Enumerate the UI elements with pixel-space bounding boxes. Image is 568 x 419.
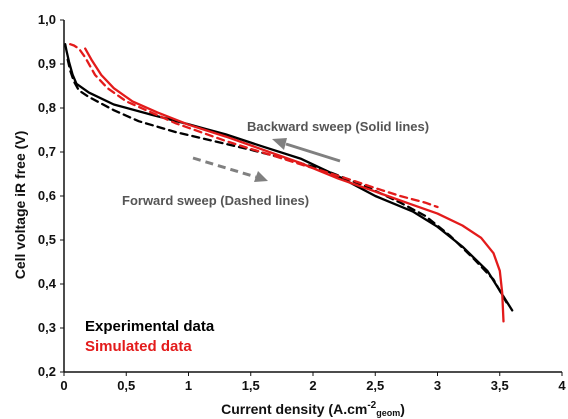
x-tick-label: 3,5 [491, 378, 509, 393]
x-tick-label: 0 [60, 378, 67, 393]
y-tick-label: 0,6 [38, 188, 56, 203]
plot-series [64, 43, 514, 323]
y-tick-label: 0,5 [38, 232, 56, 247]
x-tick-label: 2 [309, 378, 316, 393]
y-tick-label: 1,0 [38, 12, 56, 27]
simulated-backward-sweep-line [84, 47, 505, 323]
y-tick-label: 0,8 [38, 100, 56, 115]
x-tick-label: 4 [558, 378, 566, 393]
y-tick-label: 0,4 [38, 276, 57, 291]
y-axis-title: Cell voltage iR free (V) [12, 131, 28, 280]
backward-sweep-label: Backward sweep (Solid lines) [247, 119, 429, 134]
x-tick-label: 1,5 [242, 378, 260, 393]
axis-ticks: 0 0,5 1 1,5 2 2,5 3 3,5 4 0,2 0,3 0,4 0,5 0,6 0,7 0,8 0,… [38, 12, 566, 393]
y-tick-label: 0,7 [38, 144, 56, 159]
x-axis-title: Current density (A.cm-2geom) [221, 400, 405, 418]
backward-sweep-arrowhead [272, 138, 287, 150]
y-tick-label: 0,2 [38, 364, 56, 379]
y-tick-label: 0,3 [38, 320, 56, 335]
forward-sweep-arrowhead [254, 171, 268, 182]
experimental-backward-sweep-line [64, 43, 514, 312]
backward-sweep-arrow [285, 142, 341, 163]
x-tick-label: 0,5 [117, 378, 135, 393]
x-tick-label: 3 [434, 378, 441, 393]
experimental-forward-sweep-line [66, 58, 510, 308]
legend-simulated: Simulated data [85, 338, 192, 355]
y-tick-label: 0,9 [38, 56, 56, 71]
simulated-forward-sweep-line [69, 43, 439, 209]
x-tick-label: 2,5 [366, 378, 384, 393]
forward-sweep-label: Forward sweep (Dashed lines) [122, 193, 309, 208]
legend-experimental: Experimental data [85, 318, 215, 335]
x-tick-label: 1 [185, 378, 192, 393]
forward-sweep-arrow [192, 156, 257, 179]
